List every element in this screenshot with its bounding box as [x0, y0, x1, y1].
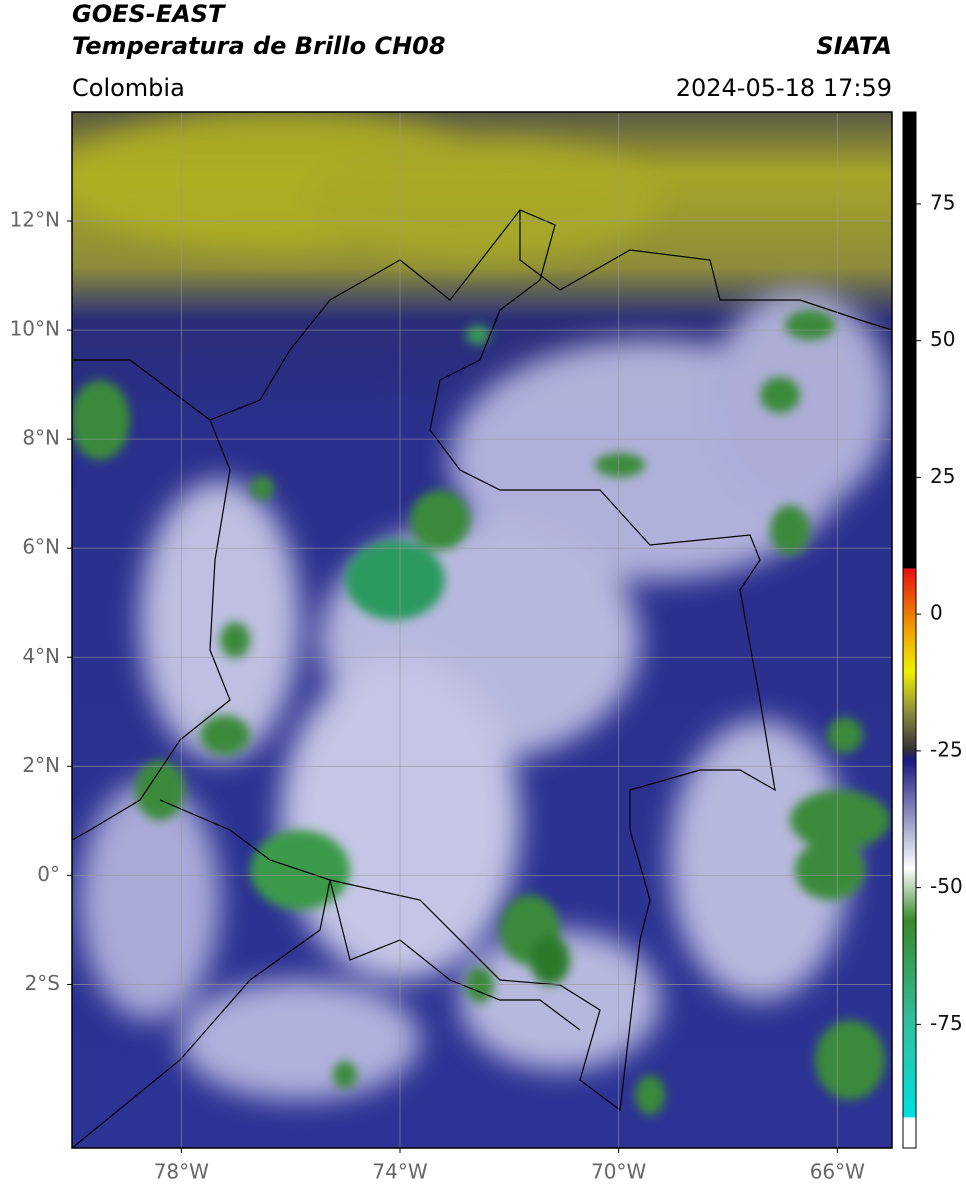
y-tick-label: 2°N: [22, 753, 60, 777]
colorbar-tick-label: -25: [930, 737, 963, 761]
y-tick-label: 10°N: [10, 317, 60, 341]
satellite-image: [72, 112, 892, 1148]
map-frame: [71, 111, 893, 1149]
colorbar-tick-label: -75: [930, 1011, 963, 1035]
y-tick-label: 0°: [37, 862, 60, 886]
colorbar: [902, 111, 917, 1149]
region: Colombia: [72, 74, 185, 102]
source: SIATA: [816, 32, 892, 60]
x-tick-label: 74°W: [372, 1160, 427, 1184]
subtitle: Temperatura de Brillo CH08: [72, 32, 446, 60]
title: GOES-EAST: [72, 0, 226, 28]
datetime: 2024-05-18 17:59: [676, 74, 892, 102]
y-tick-label: 12°N: [10, 208, 60, 232]
x-tick-label: 70°W: [591, 1160, 646, 1184]
y-tick-label: 8°N: [22, 426, 60, 450]
colorbar-tick-label: 50: [930, 327, 955, 351]
x-tick-label: 66°W: [810, 1160, 865, 1184]
colorbar-tick-label: 75: [930, 190, 955, 214]
colorbar-tick-label: 0: [930, 601, 943, 625]
y-tick-label: 6°N: [22, 535, 60, 559]
x-tick-label: 78°W: [154, 1160, 209, 1184]
y-tick-label: 4°N: [22, 644, 60, 668]
colorbar-tick-label: -50: [930, 874, 963, 898]
colorbar-tick-label: 25: [930, 464, 955, 488]
y-tick-label: 2°S: [25, 971, 60, 995]
